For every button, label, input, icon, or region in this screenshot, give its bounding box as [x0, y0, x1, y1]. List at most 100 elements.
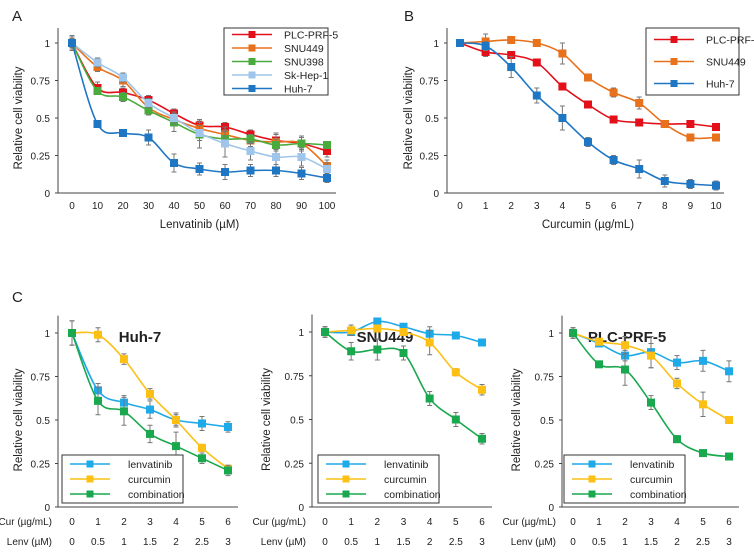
data-point — [507, 51, 516, 59]
data-point — [323, 141, 331, 149]
series-sk-hep-1 — [68, 36, 331, 176]
series-huh-7 — [68, 35, 331, 183]
data-point — [569, 329, 577, 337]
data-point — [198, 443, 206, 452]
legend-swatch-marker — [86, 475, 94, 483]
data-point — [507, 36, 516, 44]
legend-label: PLC-PRF-5 — [706, 35, 754, 47]
chart-c-huh-7: 0 0.25 0.5 0.75 1 Relative cell viability Cur … — [0, 315, 238, 548]
x-tick-label: 2 — [674, 537, 680, 548]
y-tick-label: 0 — [548, 503, 554, 514]
x-tick-label: 0.5 — [592, 537, 606, 548]
x-row-label: Lenv (µM) — [261, 537, 306, 548]
y-axis-label: Relative cell viability — [13, 66, 25, 169]
x-row-label: Cur (µg/mL) — [252, 517, 306, 528]
y-tick-label: 0.75 — [31, 373, 51, 384]
legend-label: combination — [630, 489, 687, 501]
legend-swatch-marker — [248, 31, 256, 38]
data-point — [558, 82, 567, 91]
x-tick-label: 0 — [322, 517, 328, 528]
x-tick-label: 1 — [622, 537, 628, 548]
data-point — [144, 99, 153, 107]
data-point — [609, 88, 618, 97]
data-point — [195, 129, 204, 137]
legend-swatch-marker — [248, 85, 256, 92]
chart-a: 0 0.25 0.5 0.75 1 Relative cell viability 0 10 2… — [13, 27, 338, 231]
x-tick-label: 8 — [662, 201, 668, 212]
data-point — [93, 120, 102, 128]
data-point — [725, 452, 733, 461]
data-point — [712, 123, 720, 131]
data-point — [647, 398, 655, 407]
legend-label: curcumin — [630, 474, 673, 486]
data-point — [699, 449, 707, 458]
x-tick-label: 9 — [688, 201, 694, 212]
data-point — [595, 360, 603, 369]
data-point — [478, 338, 486, 347]
y-axis-label: Relative cell viability — [403, 66, 415, 169]
x-tick-label: 0 — [69, 201, 75, 212]
data-point — [558, 49, 567, 58]
data-point — [93, 58, 102, 67]
data-point — [94, 396, 102, 405]
x-tick-label: 4 — [560, 201, 566, 212]
x-tick-label: 1 — [483, 201, 489, 212]
data-point — [481, 42, 490, 50]
y-tick-label: 0.75 — [285, 372, 305, 383]
data-point — [246, 166, 255, 175]
y-tick-label: 0.5 — [425, 114, 439, 125]
data-point — [609, 156, 618, 164]
data-point — [532, 39, 541, 47]
data-point — [93, 87, 102, 95]
data-point — [120, 355, 128, 364]
data-point — [558, 114, 567, 122]
x-tick-label: 4 — [173, 517, 179, 528]
x-tick-label: 90 — [296, 201, 308, 212]
y-tick-label: 1 — [298, 328, 304, 339]
legend-label: curcumin — [384, 474, 427, 486]
x-tick-label: 50 — [194, 201, 206, 212]
data-point — [621, 341, 629, 350]
data-point — [451, 331, 460, 340]
x-axis-label: Curcumin (µg/mL) — [542, 219, 634, 231]
data-point — [399, 328, 408, 336]
data-point — [347, 326, 356, 335]
legend-label: combination — [128, 489, 185, 501]
data-point — [272, 166, 280, 175]
x-tick-label: 3 — [726, 537, 732, 548]
y-tick-label: 0.75 — [31, 77, 51, 88]
chart-c-snu449: 0 0.25 0.5 0.75 1 Relative cell viability Cur … — [252, 314, 492, 548]
data-point — [272, 153, 280, 161]
x-tick-label: 3 — [534, 201, 540, 212]
x-tick-label: 0 — [322, 537, 328, 548]
x-tick-label: 0 — [570, 517, 576, 528]
legend-label: lenvatinib — [128, 459, 173, 471]
x-tick-label: 2.5 — [195, 537, 209, 548]
legend: lenvatinib curcumin combination — [61, 454, 185, 504]
data-point — [584, 73, 592, 82]
chart-title: SNU449 — [357, 329, 414, 346]
series-combination — [569, 327, 733, 461]
data-point — [94, 330, 102, 339]
x-tick-label: 7 — [636, 201, 642, 212]
data-point — [146, 405, 154, 414]
y-tick-label: 1 — [433, 39, 439, 50]
y-tick-label: 0 — [298, 503, 304, 514]
legend-label: curcumin — [128, 474, 171, 486]
data-point — [686, 120, 695, 128]
data-point — [68, 329, 76, 337]
x-tick-label: 10 — [710, 201, 722, 212]
x-tick-label: 2 — [622, 517, 628, 528]
data-point — [673, 379, 681, 388]
x-tick-label: 5 — [453, 517, 459, 528]
legend-swatch-marker — [248, 44, 256, 52]
x-tick-label: 2 — [121, 517, 127, 528]
y-tick-label: 0 — [44, 503, 50, 514]
data-point — [246, 135, 255, 143]
y-tick-label: 1 — [44, 39, 50, 50]
x-row-label: Lenv (µM) — [511, 537, 556, 548]
x-tick-label: 40 — [168, 201, 180, 212]
y-axis-label: Relative cell viability — [261, 368, 273, 471]
